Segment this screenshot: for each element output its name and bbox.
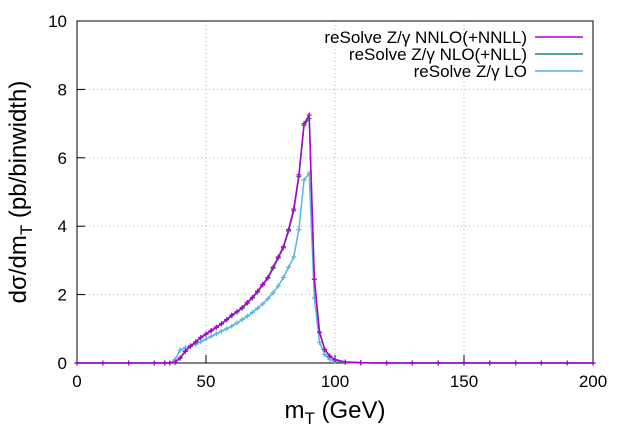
point-marker [177, 347, 183, 353]
point-marker [461, 360, 467, 366]
point-marker [74, 360, 80, 366]
point-marker [193, 339, 199, 345]
point-marker [538, 360, 544, 366]
x-label-rest: (GeV) [315, 397, 386, 424]
point-marker [224, 326, 230, 332]
point-marker [167, 360, 173, 366]
point-marker [203, 331, 209, 337]
point-marker [255, 288, 261, 294]
point-marker [208, 333, 214, 339]
point-marker [188, 343, 194, 349]
point-marker [358, 360, 364, 366]
point-marker [198, 334, 204, 340]
y-tick-label: 4 [58, 217, 67, 236]
point-marker [322, 346, 328, 352]
point-marker [213, 331, 219, 337]
point-marker [317, 329, 323, 335]
y-tick-label: 0 [58, 354, 67, 373]
x-tick-label: 200 [579, 372, 607, 391]
point-marker [244, 299, 250, 305]
point-marker [487, 360, 493, 366]
point-marker [126, 360, 132, 366]
point-marker [265, 275, 271, 280]
point-marker [249, 309, 255, 315]
point-marker [409, 360, 415, 366]
point-marker [280, 244, 286, 250]
y-tick-label: 10 [48, 12, 67, 31]
point-marker [286, 264, 292, 270]
y-label-main: dσ/dm [5, 235, 32, 303]
point-marker [265, 296, 271, 302]
point-marker [172, 359, 178, 365]
point-marker [286, 227, 292, 233]
point-marker [280, 275, 286, 280]
point-marker [234, 309, 240, 315]
y-tick-label: 8 [58, 80, 67, 99]
point-marker [182, 348, 188, 354]
legend-label: reSolve Z/γ NNLO(+NNLL) [324, 28, 527, 47]
point-marker [564, 360, 570, 366]
point-marker [270, 290, 276, 296]
point-marker [306, 112, 312, 118]
x-tick-label: 0 [72, 372, 81, 391]
point-marker [177, 355, 183, 361]
point-marker [229, 323, 235, 329]
x-tick-label: 50 [197, 372, 216, 391]
y-label-sub: T [17, 225, 36, 235]
point-marker [332, 357, 338, 363]
x-label-sub: T [304, 409, 314, 428]
point-marker [384, 360, 390, 366]
y-label-rest: (pb/binwidth) [5, 81, 32, 225]
point-marker [255, 305, 261, 311]
x-label-main: m [284, 397, 304, 424]
legend-label: reSolve Z/γ LO [414, 62, 527, 81]
y-axis-label: dσ/dmT (pb/binwidth) [5, 81, 36, 304]
x-tick-label: 100 [321, 372, 349, 391]
point-marker [151, 360, 157, 366]
x-axis-label: mT (GeV) [284, 397, 385, 428]
point-marker [327, 353, 333, 359]
point-marker [249, 294, 255, 300]
point-marker [291, 206, 297, 212]
point-marker [291, 254, 297, 260]
point-marker [435, 360, 441, 366]
series-line [77, 116, 593, 364]
point-marker [296, 227, 302, 233]
point-marker [100, 360, 106, 366]
point-marker [218, 321, 224, 327]
point-marker [239, 317, 245, 323]
point-marker [301, 121, 307, 127]
point-marker [218, 328, 224, 334]
point-marker [162, 360, 168, 366]
point-marker [234, 320, 240, 326]
point-marker [260, 301, 266, 307]
point-marker [311, 276, 317, 282]
point-marker [513, 360, 519, 366]
y-tick-label: 6 [58, 149, 67, 168]
point-marker [260, 281, 266, 287]
point-marker [213, 324, 219, 330]
point-marker [317, 339, 323, 345]
point-marker [590, 360, 596, 366]
x-tick-label: 150 [450, 372, 478, 391]
point-marker [208, 328, 214, 334]
legend-label: reSolve Z/γ NLO(+NLL) [349, 45, 527, 64]
point-marker [275, 283, 281, 289]
point-marker [229, 312, 235, 318]
point-marker [301, 177, 307, 183]
y-tick-label: 2 [58, 286, 67, 305]
point-marker [275, 254, 281, 260]
point-marker [224, 317, 230, 323]
point-marker [239, 305, 245, 311]
point-marker [203, 336, 209, 342]
point-marker [342, 359, 348, 365]
point-marker [270, 264, 276, 270]
point-marker [296, 172, 302, 178]
point-marker [322, 351, 328, 357]
point-marker [244, 313, 250, 319]
